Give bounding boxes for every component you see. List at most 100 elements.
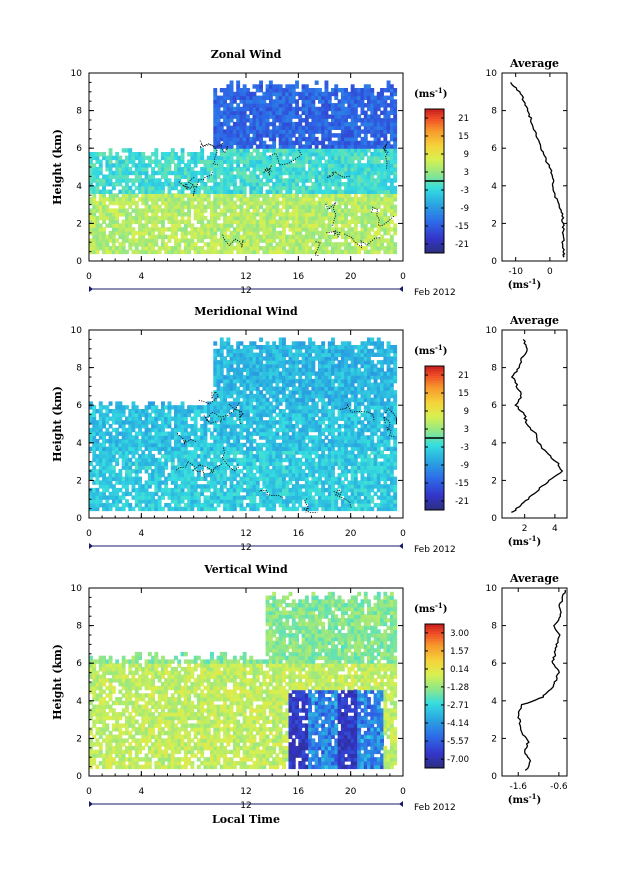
field-cell	[98, 230, 103, 236]
field-cell	[206, 480, 211, 485]
field-cell	[275, 91, 280, 97]
field-cell	[213, 212, 218, 217]
field-cell	[242, 182, 247, 187]
field-cell	[223, 219, 227, 224]
field-cell	[239, 405, 244, 410]
field-cell	[311, 133, 316, 138]
field-cell	[380, 140, 384, 146]
field-cell	[128, 238, 133, 243]
field-cell	[115, 197, 120, 202]
field-cell	[236, 193, 241, 198]
field-cell	[265, 242, 270, 247]
field-cell	[216, 367, 221, 372]
field-cell	[213, 238, 218, 243]
field-cell	[236, 457, 241, 463]
field-cell	[219, 341, 224, 346]
field-cell	[239, 178, 244, 183]
field-cell	[216, 242, 221, 247]
field-cell	[383, 212, 388, 217]
field-cell	[232, 356, 237, 361]
field-cell	[350, 106, 355, 112]
field-cell	[213, 197, 218, 202]
field-cell	[151, 200, 155, 206]
field-cell	[216, 118, 221, 123]
field-cell	[138, 178, 142, 183]
field-cell	[288, 174, 293, 179]
field-cell	[389, 159, 394, 164]
field-cell	[255, 118, 260, 123]
field-cell	[285, 212, 290, 217]
field-cell	[232, 476, 237, 481]
field-cell	[386, 242, 391, 247]
field-cell	[383, 219, 388, 224]
field-cell	[147, 480, 152, 485]
field-cell	[236, 140, 241, 146]
field-cell	[262, 401, 267, 406]
field-cell	[353, 91, 358, 97]
field-cell	[128, 435, 133, 440]
field-cell	[288, 249, 293, 255]
field-cell	[360, 155, 365, 161]
field-cell	[295, 159, 299, 164]
field-cell	[180, 461, 185, 466]
field-cell	[170, 405, 175, 410]
field-cell	[131, 469, 136, 474]
field-cell	[92, 472, 97, 478]
field-cell	[226, 337, 231, 342]
field-cell	[249, 125, 254, 130]
field-cell	[216, 393, 221, 399]
field-cell	[255, 249, 260, 255]
field-cell	[291, 185, 296, 191]
field-cell	[308, 121, 312, 127]
field-cell	[167, 487, 172, 493]
field-cell	[360, 227, 365, 232]
field-cell	[308, 148, 312, 153]
field-cell	[242, 409, 247, 414]
field-cell	[121, 442, 126, 448]
field-cell	[141, 197, 146, 202]
field-cell	[272, 356, 277, 361]
field-cell	[115, 476, 120, 481]
field-cell	[285, 249, 290, 255]
field-cell	[141, 212, 146, 217]
colorbar-segment	[425, 217, 444, 220]
field-cell	[187, 450, 191, 455]
field-cell	[183, 442, 188, 448]
field-cell	[301, 174, 306, 179]
field-cell	[190, 159, 195, 164]
field-cell	[232, 375, 237, 380]
field-cell	[255, 230, 260, 236]
field-cell	[278, 484, 283, 489]
field-cell	[200, 227, 205, 232]
field-cell	[239, 249, 244, 255]
field-cell	[131, 405, 136, 410]
field-cell	[213, 106, 218, 112]
field-cell	[318, 163, 322, 168]
field-cell	[89, 170, 93, 176]
field-cell	[226, 91, 231, 97]
field-cell	[154, 405, 159, 410]
field-cell	[278, 99, 283, 104]
field-cell	[170, 208, 175, 213]
field-cell	[340, 103, 345, 108]
field-cell	[216, 144, 221, 149]
field-cell	[226, 223, 231, 228]
field-cell	[242, 121, 247, 127]
field-cell	[196, 412, 201, 418]
field-cell	[157, 193, 162, 198]
field-cell	[321, 125, 326, 130]
field-cell	[236, 397, 241, 403]
field-cell	[265, 84, 270, 89]
field-cell	[180, 435, 185, 440]
field-cell	[242, 397, 247, 403]
field-cell	[187, 506, 191, 512]
field-cell	[187, 193, 191, 198]
field-cell	[331, 189, 335, 194]
field-cell	[125, 193, 129, 198]
field-cell	[213, 367, 218, 372]
field-cell	[242, 405, 247, 410]
field-cell	[223, 103, 227, 108]
field-cell	[92, 506, 97, 512]
field-cell	[108, 208, 113, 213]
field-cell	[353, 200, 358, 206]
